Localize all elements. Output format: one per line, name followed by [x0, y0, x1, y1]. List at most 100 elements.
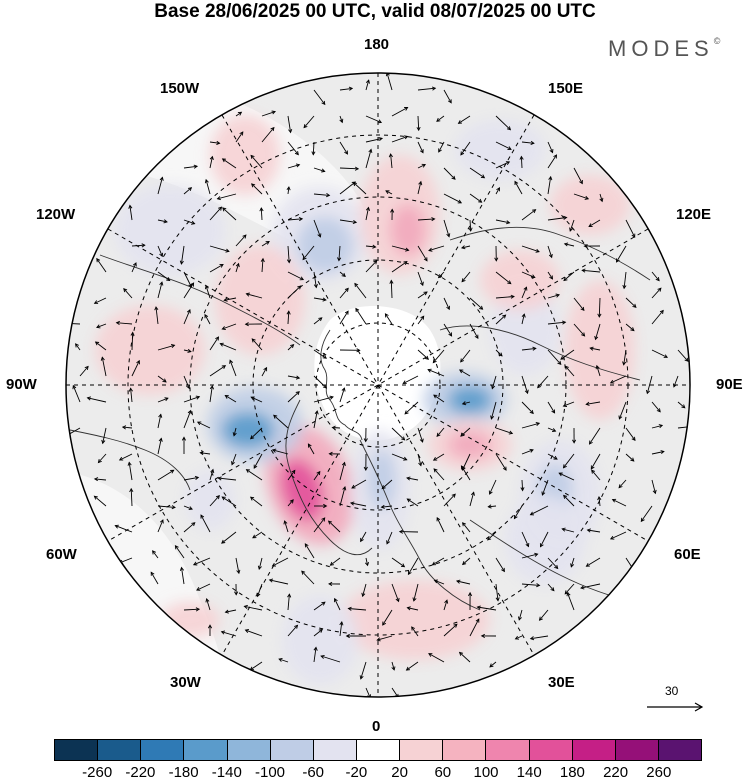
wind-vector [521, 287, 527, 299]
wind-vector [313, 411, 318, 429]
wind-vector-head [295, 375, 301, 380]
wind-vector [87, 397, 107, 403]
wind-vector [365, 137, 383, 143]
wind-vector [183, 271, 192, 288]
wind-vector [94, 495, 107, 507]
wind-vector-head [391, 666, 396, 671]
wind-vector [436, 427, 445, 437]
wind-vector [518, 609, 523, 621]
wind-vector [251, 396, 263, 403]
wind-vector-head [250, 435, 255, 440]
wind-vector-head [496, 186, 500, 192]
lon-label-30e: 30E [548, 674, 575, 691]
wind-vector-head [663, 354, 669, 359]
colorbar-swatch [658, 740, 702, 760]
wind-vector-head [221, 365, 227, 370]
wind-vector-head [321, 168, 326, 173]
wind-vector-head [436, 516, 441, 522]
wind-vector-head [207, 624, 213, 629]
wind-vector [130, 388, 133, 403]
wind-vector [339, 219, 357, 223]
wind-vector-head [268, 578, 274, 583]
wind-vector [157, 344, 175, 351]
wind-vector-head [535, 422, 541, 427]
wind-vector-head [562, 320, 567, 325]
wind-vector-head [555, 293, 560, 298]
wind-vector-head [318, 628, 323, 633]
wind-vector-head [588, 440, 593, 445]
wind-vector [206, 598, 211, 611]
wind-vector [443, 193, 462, 204]
wind-vector [235, 111, 242, 117]
wind-vector-head [609, 535, 615, 540]
wind-vector [520, 156, 523, 169]
wind-vector-head [171, 505, 176, 510]
wind-vector-head [495, 597, 500, 602]
wind-vector-head [352, 181, 358, 187]
wind-vector [569, 219, 575, 232]
wind-vector [651, 287, 662, 299]
wind-vector [547, 401, 555, 414]
wind-vector [677, 349, 689, 362]
wind-vector [417, 141, 424, 153]
wind-vector-head [250, 154, 255, 159]
wind-vector-head [506, 126, 512, 131]
anomaly-patch [215, 245, 305, 355]
wind-vector [563, 495, 575, 507]
colorbar-tick-label: 180 [559, 764, 585, 781]
wind-vector-head [514, 635, 520, 640]
wind-vector-head [444, 599, 449, 604]
wind-vector-head [389, 279, 394, 284]
wind-vector [150, 572, 159, 585]
wind-vector-head [283, 520, 288, 525]
wind-vector-head [490, 415, 495, 420]
wind-vector [489, 661, 497, 668]
wind-vector-head [163, 219, 168, 224]
wind-vector [313, 317, 323, 325]
wind-vector-head [622, 284, 627, 290]
wind-vector-head [239, 131, 244, 136]
wind-vector [521, 401, 534, 414]
wind-vector [677, 401, 686, 409]
wind-vector-head [170, 469, 175, 474]
wind-vector-head [294, 151, 299, 156]
wind-vector-head [187, 187, 193, 192]
colorbar-tick-label: -260 [82, 764, 113, 781]
wind-vector-head [373, 260, 378, 265]
wind-vector-head [579, 179, 583, 185]
wind-vector [408, 557, 419, 575]
wind-vector [625, 427, 636, 441]
wind-vector [404, 401, 419, 415]
wind-vector [625, 219, 636, 238]
wind-vector-head [314, 410, 319, 415]
anomaly-patch [115, 185, 225, 275]
wind-vector [205, 179, 211, 195]
wind-vector [251, 338, 263, 351]
wind-vector-head [632, 303, 637, 308]
colorbar-tick-label: 20 [391, 764, 408, 781]
wind-vector-head [235, 262, 240, 268]
wind-vector-head [344, 310, 349, 315]
wind-vector [339, 310, 349, 325]
wind-vector [209, 141, 220, 144]
wind-vector [573, 297, 585, 311]
wind-vector-head [550, 587, 555, 592]
lon-label-120w: 120W [36, 206, 76, 223]
wind-vector-head [519, 155, 524, 160]
wind-vector-head [181, 436, 186, 441]
wind-vector [129, 205, 133, 221]
wind-vector-head [402, 380, 407, 385]
wind-vector-head [588, 223, 593, 227]
wind-vector-head [388, 153, 393, 158]
wind-vector-head [348, 86, 354, 91]
wind-vector [220, 343, 237, 351]
wind-vector [456, 580, 471, 585]
wind-vector-head [451, 493, 456, 498]
wind-vector [390, 280, 393, 299]
wind-vector [495, 161, 510, 169]
wind-vector [209, 245, 230, 252]
wind-vector-head [548, 253, 553, 259]
wind-vector-head [609, 379, 615, 384]
wind-vector-head [236, 569, 241, 575]
wind-vector-head [224, 395, 229, 399]
